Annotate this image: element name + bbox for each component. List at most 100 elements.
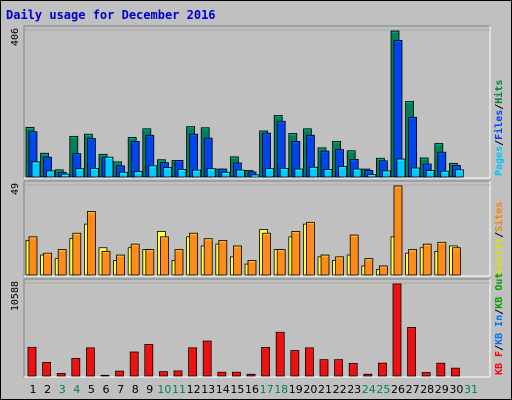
x-tick-label: 4	[73, 383, 80, 396]
bar-kb-f-27	[407, 327, 417, 377]
x-tick-label: 17	[260, 383, 274, 396]
panel-legend: Pages/Files/Hits	[493, 80, 505, 176]
panel-sites-visits: 49 Visits/Sites	[10, 180, 505, 277]
bar-sites-14	[218, 240, 228, 276]
bar-sites-24	[364, 258, 374, 276]
x-tick-label: 16	[245, 383, 259, 396]
x-tick-label: 13	[201, 383, 215, 396]
x-tick-label: 6	[103, 383, 110, 396]
bar-kb-f-1	[27, 346, 37, 377]
bar-kb-f-23	[348, 363, 358, 377]
bar-kb-f-18	[275, 331, 285, 377]
bar-kb-f-28	[421, 372, 431, 377]
x-tick-label: 14	[216, 383, 230, 396]
bar-pages-11	[177, 169, 187, 178]
bar-kb-f-10	[158, 371, 168, 377]
bar-pages-4	[75, 168, 85, 178]
legend-entry: /	[494, 140, 505, 146]
x-tick-label: 31	[464, 383, 478, 396]
x-tick-label: 7	[117, 383, 124, 396]
bar-files-26	[393, 39, 403, 178]
x-tick-label: 25	[376, 383, 390, 396]
legend-entry: /	[494, 345, 505, 351]
bar-pages-9	[148, 165, 158, 178]
legend-entry: Pages	[494, 146, 505, 176]
x-tick-label: 3	[59, 383, 66, 396]
bar-sites-22	[335, 256, 345, 276]
bar-kb-f-17	[261, 347, 271, 377]
bar-kb-f-11	[173, 370, 183, 377]
x-tick-label: 20	[303, 383, 317, 396]
bar-sites-9	[145, 249, 155, 276]
bar-kb-f-26	[392, 283, 402, 377]
y-max-label: 49	[10, 183, 21, 195]
panel-legend: KB F/KB In/KB Out	[494, 273, 505, 375]
bar-sites-2	[43, 252, 52, 276]
bar-kb-f-21	[319, 359, 329, 377]
bar-sites-8	[130, 243, 140, 276]
x-tick-label: 18	[274, 383, 288, 396]
chart-title: Daily usage for December 2016	[6, 8, 216, 22]
bar-pages-30	[454, 169, 464, 178]
x-tick-label: 26	[391, 383, 405, 396]
x-tick-label: 10	[157, 383, 171, 396]
bar-pages-14	[221, 171, 231, 178]
bar-sites-23	[349, 234, 359, 276]
bar-kb-f-15	[231, 371, 241, 377]
y-max-label: 10588	[10, 281, 21, 311]
bar-sites-6	[101, 250, 111, 276]
bar-pages-15	[235, 169, 245, 178]
legend-entry: KB In	[494, 315, 505, 345]
x-tick-label: 12	[187, 383, 201, 396]
bar-kb-f-6	[100, 374, 110, 377]
bar-pages-7	[119, 171, 128, 178]
bar-pages-2	[46, 170, 55, 178]
bar-sites-1	[28, 236, 38, 276]
legend-entry: Visits	[493, 238, 505, 274]
bar-sites-16	[247, 260, 257, 276]
bar-sites-3	[57, 249, 67, 276]
bar-kb-f-30	[450, 367, 460, 377]
bar-sites-10	[159, 236, 169, 276]
bar-kb-f-14	[217, 371, 227, 377]
bar-pages-22	[338, 166, 348, 178]
bar-pages-1	[31, 161, 41, 178]
bar-kb-f-9	[144, 344, 154, 377]
x-tick-label: 22	[333, 383, 347, 396]
x-tick-label: 27	[406, 383, 420, 396]
legend-entry: Hits	[493, 80, 505, 104]
bar-sites-12	[189, 232, 199, 276]
bar-pages-28	[425, 170, 435, 178]
x-tick-label: 28	[420, 383, 434, 396]
bar-kb-f-25	[377, 362, 387, 377]
bar-sites-7	[116, 254, 125, 276]
bar-pages-24	[367, 174, 377, 178]
bar-pages-12	[192, 169, 202, 178]
y-max-label: 406	[10, 28, 21, 46]
bar-sites-26	[393, 185, 403, 276]
legend-entry: Sites	[493, 202, 505, 232]
bar-pages-6	[104, 156, 114, 178]
bar-sites-21	[320, 254, 330, 276]
bar-kb-f-12	[188, 347, 198, 377]
bar-pages-19	[294, 168, 304, 178]
x-tick-label: 30	[449, 383, 463, 396]
x-tick-label: 1	[30, 383, 37, 396]
bar-pages-25	[381, 170, 391, 178]
bar-pages-10	[162, 167, 172, 178]
bar-sites-17	[262, 232, 272, 276]
bar-sites-15	[232, 245, 242, 276]
bar-kb-f-16	[246, 373, 256, 377]
bar-kb-f-7	[115, 370, 124, 377]
bar-kb-f-8	[129, 351, 139, 377]
bar-pages-8	[133, 171, 143, 178]
bar-sites-11	[174, 249, 184, 276]
chart-panels: 406Pages/Files/Hits49Visits/Sites10588KB…	[10, 25, 505, 378]
bar-pages-27	[411, 167, 421, 178]
x-tick-label: 9	[146, 383, 153, 396]
x-axis-labels: 1 2 3 4 5 6 7 8 9 10 11 12 13 14 15 16 17 18 19 20 21 22 23 24 2…	[30, 383, 479, 396]
bar-pages-16	[250, 174, 260, 178]
legend-entry: Files	[493, 110, 505, 140]
bar-kb-f-3	[56, 372, 66, 377]
bar-sites-29	[437, 241, 447, 276]
